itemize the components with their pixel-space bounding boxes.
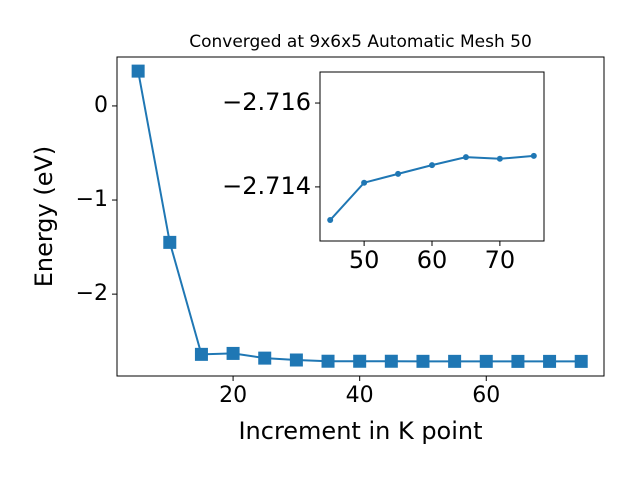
x-tick-label: 50 xyxy=(349,246,380,274)
marker xyxy=(496,155,503,162)
marker xyxy=(429,162,435,169)
chart-title: Converged at 9x6x5 Automatic Mesh 50 xyxy=(189,32,532,52)
marker xyxy=(384,354,398,368)
x-axis-label: Increment in K point xyxy=(238,417,482,445)
marker xyxy=(353,354,367,368)
marker xyxy=(511,354,525,368)
plot-area xyxy=(320,72,544,241)
marker xyxy=(479,354,493,368)
marker xyxy=(361,179,368,186)
marker xyxy=(448,354,462,368)
marker xyxy=(327,217,334,224)
y-tick-label: −2.716 xyxy=(222,88,311,116)
marker xyxy=(462,154,469,161)
x-tick-label: 40 xyxy=(346,383,374,408)
marker xyxy=(321,354,335,368)
marker xyxy=(543,354,557,368)
x-tick-label: 60 xyxy=(417,246,448,274)
marker xyxy=(258,351,272,365)
x-tick-label: 20 xyxy=(219,383,247,408)
y-tick-label: −2 xyxy=(76,281,108,306)
marker xyxy=(163,235,177,249)
y-tick-label: −1 xyxy=(76,187,108,212)
marker xyxy=(194,347,208,361)
marker xyxy=(226,346,240,360)
marker xyxy=(289,353,303,367)
y-tick-label: 0 xyxy=(94,93,108,118)
marker xyxy=(530,152,537,159)
marker xyxy=(131,64,145,78)
marker xyxy=(416,354,430,368)
marker xyxy=(395,170,402,177)
x-tick-label: 60 xyxy=(472,383,500,408)
marker xyxy=(574,354,588,368)
x-tick-label: 70 xyxy=(485,246,516,274)
y-tick-label: −2.714 xyxy=(222,172,311,200)
axes-frame xyxy=(116,56,605,377)
y-axis-label: Energy (eV) xyxy=(30,146,58,288)
